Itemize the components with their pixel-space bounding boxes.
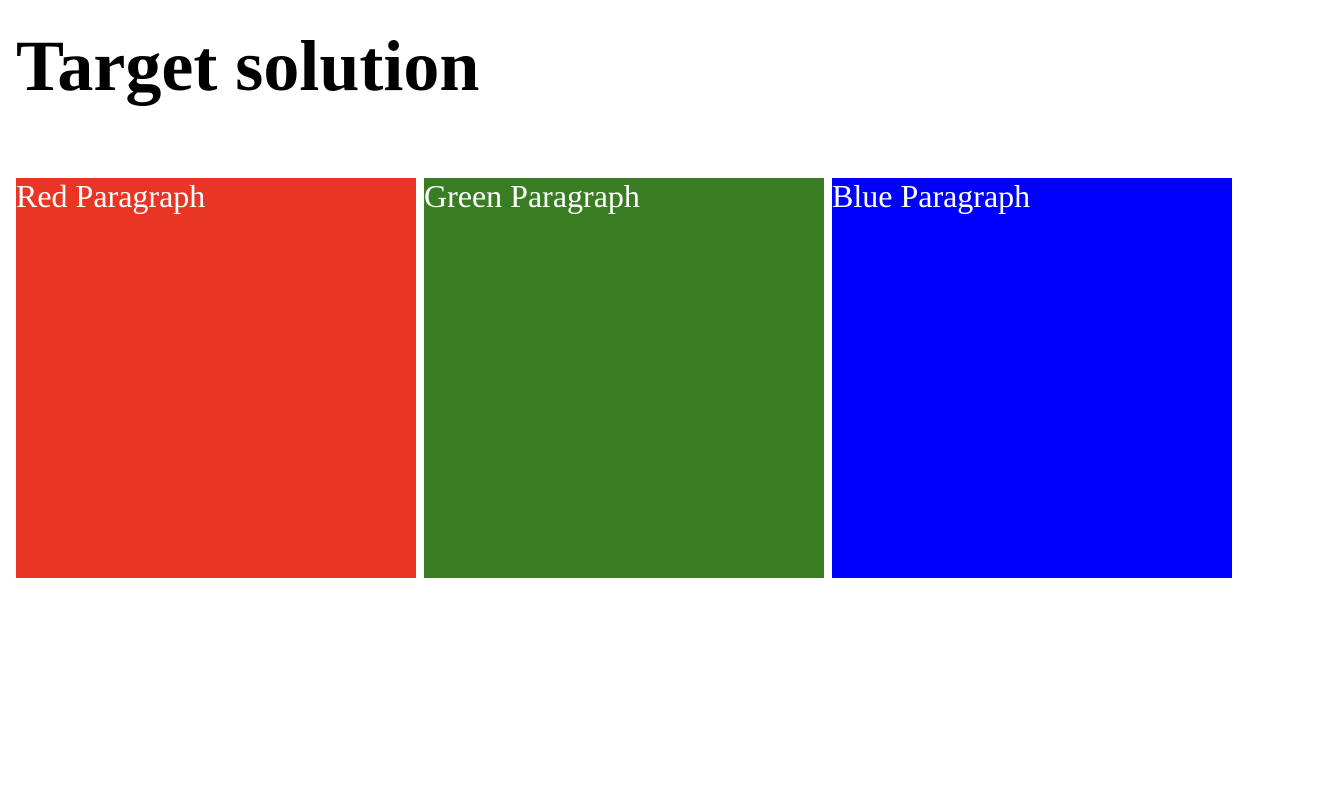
page-title: Target solution: [16, 26, 480, 106]
red-paragraph: Red Paragraph: [16, 178, 416, 578]
blue-paragraph: Blue Paragraph: [832, 178, 1232, 578]
green-paragraph: Green Paragraph: [424, 178, 824, 578]
paragraph-row: Red Paragraph Green Paragraph Blue Parag…: [16, 178, 1232, 578]
